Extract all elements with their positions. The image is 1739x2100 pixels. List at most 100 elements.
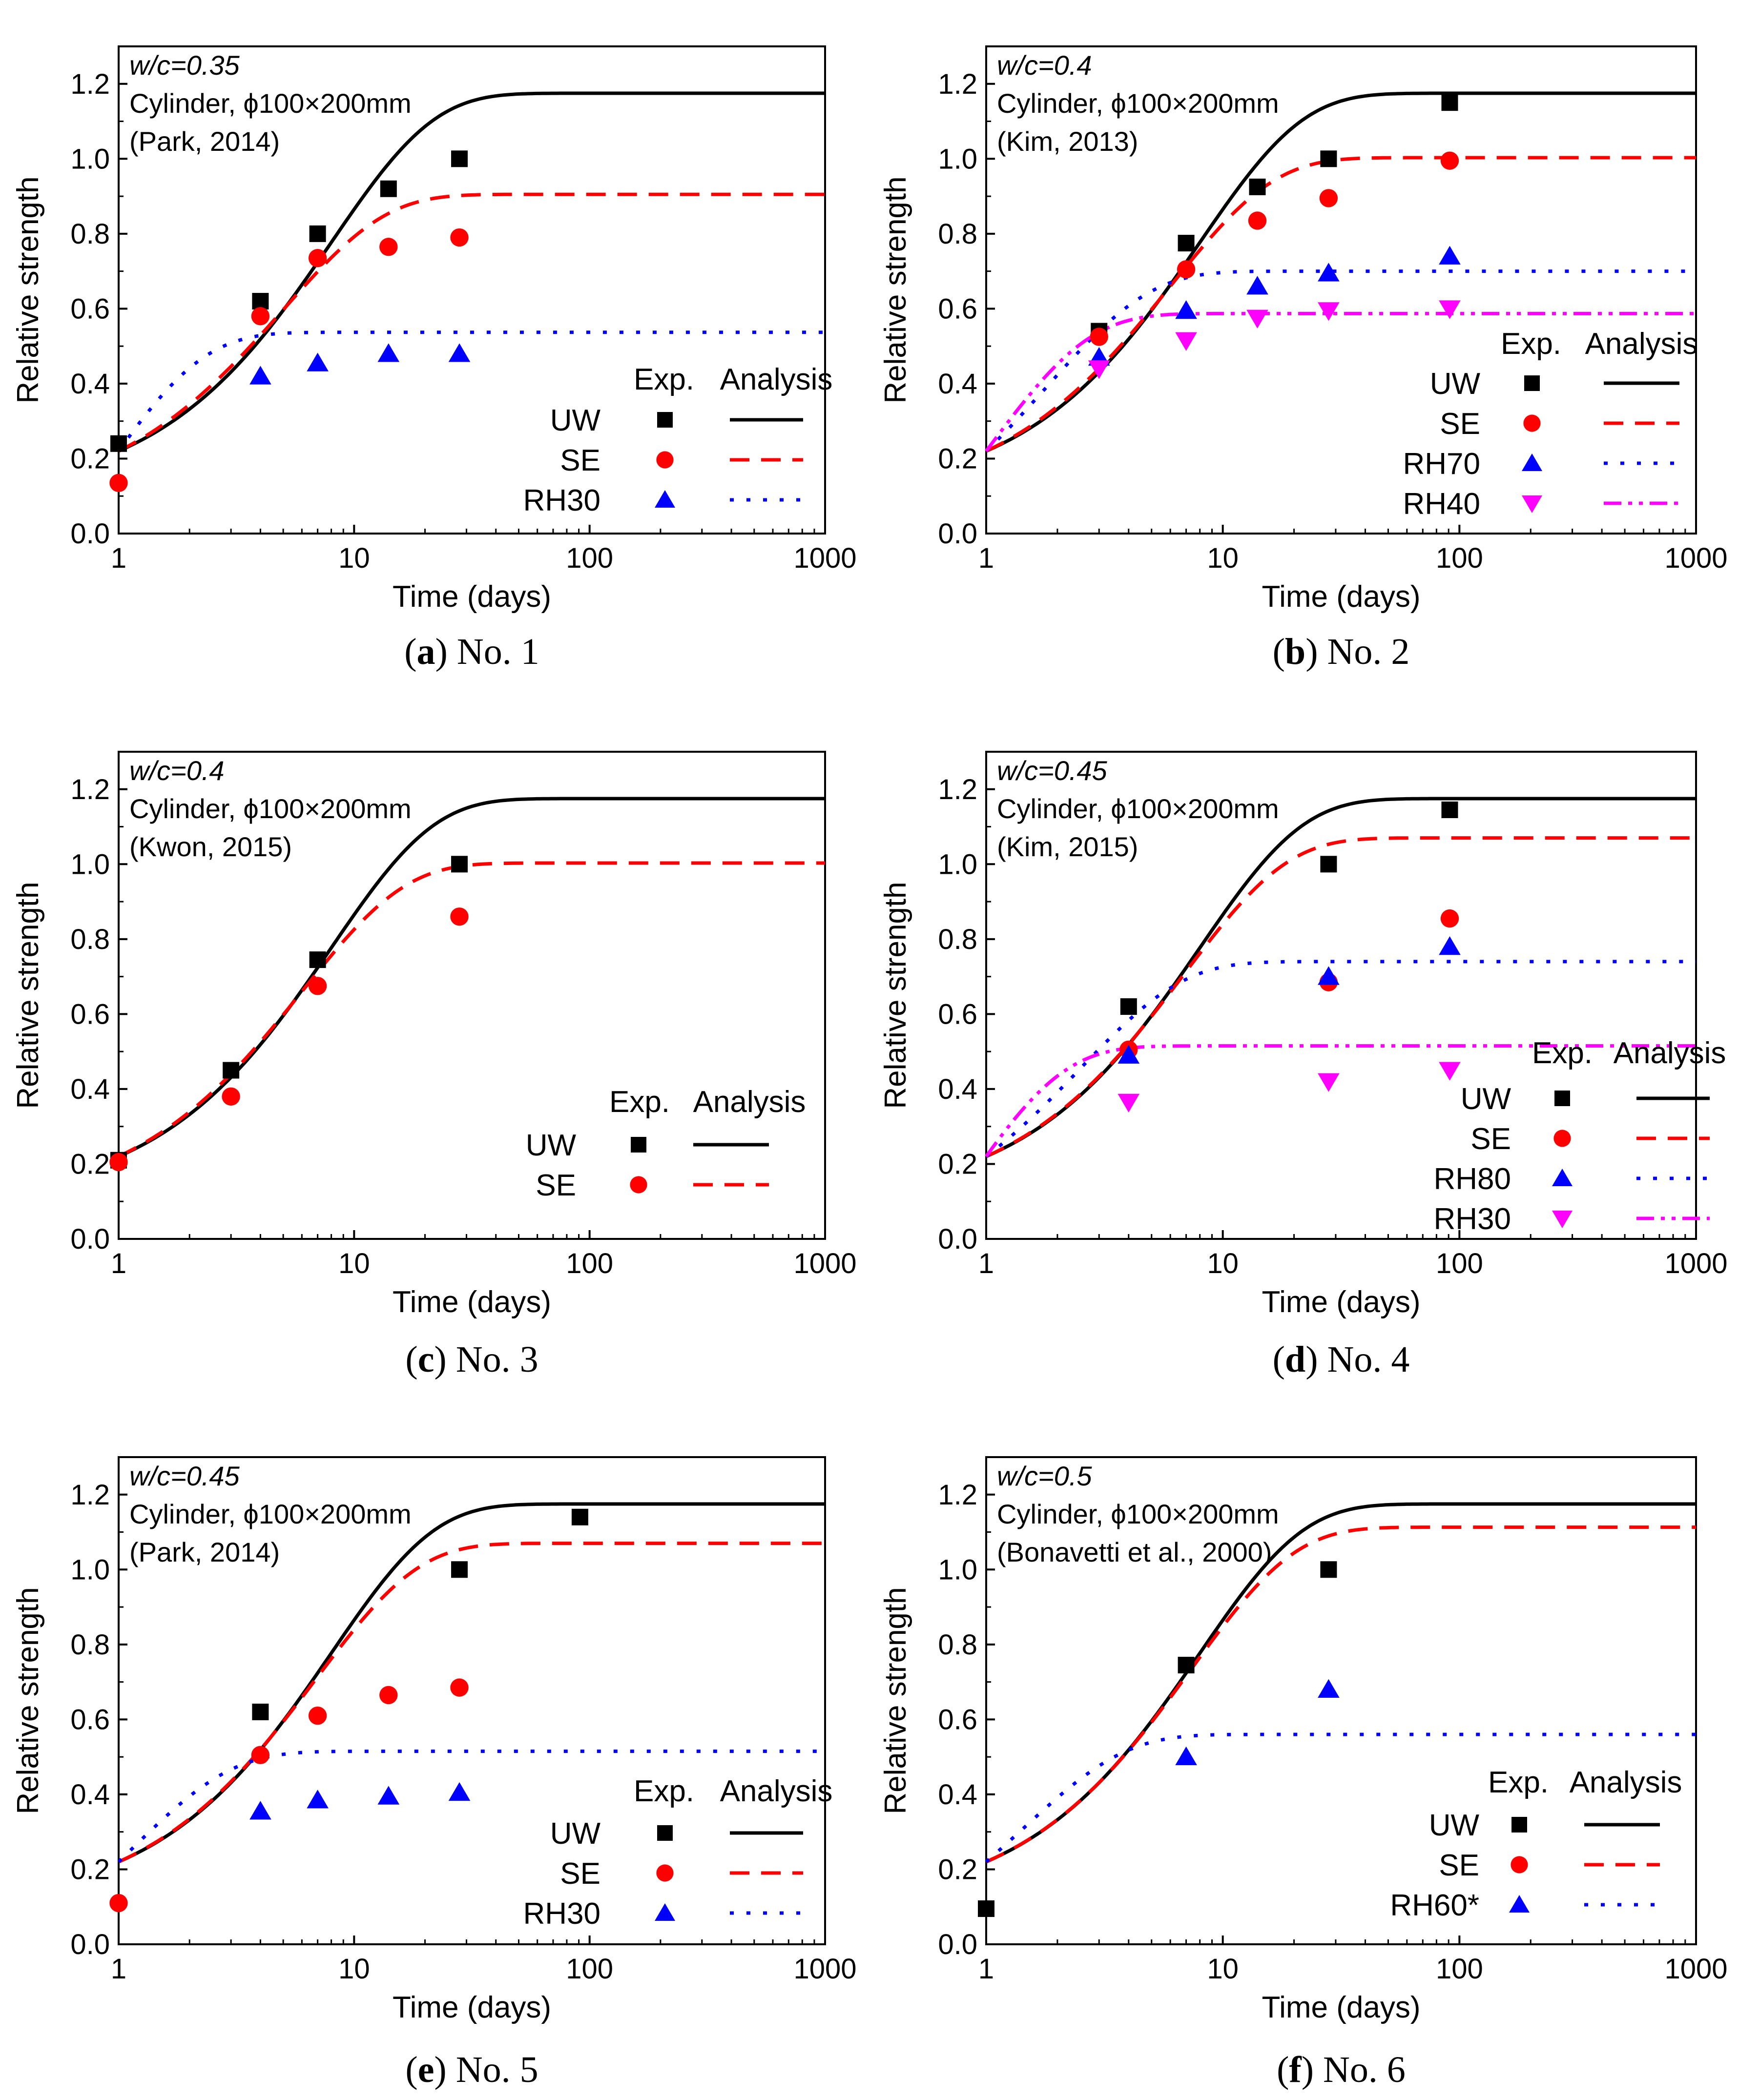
data-point-se [450, 1678, 469, 1697]
x-tick-label: 1000 [1664, 1953, 1727, 1985]
y-tick-label: 1.2 [938, 68, 977, 100]
data-point-se [1090, 328, 1108, 346]
y-tick-label: 0.8 [938, 1629, 977, 1661]
caption-letter: c [418, 1339, 435, 1380]
x-tick-label: 100 [1436, 1248, 1483, 1279]
note-line-3: (Park, 2014) [129, 1537, 280, 1567]
caption-label: No. 1 [457, 631, 539, 672]
note-line-2: Cylinder, ϕ100×200mm [129, 1499, 412, 1529]
note-line-3: (Bonavetti et al., 2000) [997, 1537, 1272, 1567]
legend-header-analysis: Analysis [720, 1774, 833, 1808]
legend-marker [657, 1825, 673, 1841]
data-point-uw [309, 225, 326, 242]
y-axis-label: Relative strength [879, 176, 912, 403]
note-line-1: w/c=0.4 [129, 755, 225, 786]
caption-letter: d [1285, 1339, 1305, 1380]
legend-header-analysis: Analysis [1585, 327, 1698, 361]
data-point-rh60 [1175, 1746, 1197, 1766]
y-tick-label: 1.0 [938, 143, 977, 175]
data-point-uw [1249, 178, 1266, 195]
chart-panel-f: 0.0 0.2 0.4 0.6 0.8 1.0 1.2 1 10 100 1000 Time (day… [879, 1456, 1728, 2090]
data-point-rh30 [307, 352, 329, 371]
y-tick-label: 1.0 [70, 848, 110, 880]
data-point-se [1177, 260, 1196, 279]
legend-header-exp: Exp. [634, 1774, 694, 1808]
note-line-1: w/c=0.35 [129, 50, 240, 81]
x-tick-label: 10 [1207, 542, 1239, 574]
panel-caption: (a) No. 1 [404, 631, 539, 672]
x-tick-label: 1 [978, 1248, 994, 1279]
x-tick-label: 100 [566, 542, 613, 574]
y-tick-label: 0.6 [938, 293, 977, 325]
panel-caption: (e) No. 5 [405, 2049, 538, 2090]
legend-marker [655, 490, 675, 508]
y-tick-label: 0.2 [70, 1148, 110, 1180]
note-line-3: (Kim, 2013) [997, 126, 1138, 157]
y-tick-label: 0.8 [70, 218, 110, 250]
data-point-uw [1120, 998, 1137, 1015]
x-tick-label: 100 [1436, 542, 1483, 574]
y-tick-label: 0.6 [70, 1704, 110, 1735]
legend-marker [1511, 1817, 1527, 1832]
data-point-se [251, 307, 270, 326]
analysis-curve-se [985, 1525, 1696, 1864]
legend-marker [1524, 375, 1540, 391]
x-tick-label: 100 [566, 1248, 613, 1279]
plot-frame [118, 45, 826, 535]
y-tick-label: 0.2 [938, 1853, 977, 1885]
plot-frame [985, 751, 1697, 1240]
note-line-1: w/c=0.5 [997, 1461, 1092, 1491]
legend-label: UW [550, 1817, 601, 1851]
data-point-rh30 [448, 1782, 471, 1801]
data-point-rh30 [377, 343, 400, 362]
y-tick-label: 1.2 [938, 1479, 977, 1511]
legend-label: SE [1440, 407, 1480, 441]
data-point-se [109, 1894, 128, 1913]
caption-open-paren: ( [404, 631, 416, 672]
legend-label: RH60* [1390, 1889, 1479, 1922]
y-tick-label: 0.4 [70, 368, 110, 400]
note-line-2: Cylinder, ϕ100×200mm [129, 793, 412, 824]
y-tick-label: 0.0 [70, 1223, 110, 1255]
legend-label: SE [1439, 1849, 1479, 1882]
analysis-curve-uw [118, 1502, 825, 1864]
y-tick-label: 0.2 [70, 443, 110, 474]
data-point-uw [1441, 801, 1458, 818]
note-line-1: w/c=0.4 [997, 50, 1092, 81]
data-point-rh30 [307, 1790, 329, 1809]
y-tick-label: 0.4 [70, 1073, 110, 1105]
x-tick-label: 1 [111, 542, 126, 574]
caption-letter: a [417, 631, 435, 672]
y-tick-label: 1.2 [938, 774, 977, 805]
analysis-curve-rh40 [985, 311, 1696, 453]
data-point-rh40 [1088, 360, 1110, 379]
legend-label: SE [536, 1169, 576, 1202]
legend-header-analysis: Analysis [1614, 1036, 1726, 1070]
legend-marker [655, 1903, 675, 1921]
analysis-curve-se [985, 836, 1696, 1158]
caption-close-paren: ) [1305, 1339, 1327, 1380]
panel-caption: (f) No. 6 [1277, 2049, 1406, 2090]
legend-label: RH30 [523, 1897, 600, 1931]
data-point-rh30 [249, 1801, 271, 1820]
data-point-se [450, 228, 469, 247]
data-point-uw [1178, 235, 1195, 252]
legend-marker [1522, 453, 1542, 471]
x-tick-label: 1000 [793, 542, 856, 574]
y-tick-label: 0.4 [70, 1779, 110, 1811]
x-axis-label: Time (days) [1262, 1285, 1421, 1319]
legend-header-exp: Exp. [609, 1085, 670, 1119]
chart-panel-e: 0.0 0.2 0.4 0.6 0.8 1.0 1.2 1 10 100 1000 Time (day… [11, 1456, 857, 2090]
y-tick-label: 0.0 [70, 1929, 110, 1960]
legend-marker [657, 412, 673, 428]
note-line-1: w/c=0.45 [997, 755, 1108, 786]
analysis-curve-uw [985, 797, 1696, 1158]
legend-header-analysis: Analysis [720, 363, 833, 396]
y-axis-label: Relative strength [11, 176, 45, 403]
data-point-rh30 [377, 1786, 400, 1805]
data-point-rh40 [1318, 302, 1340, 321]
data-point-se [379, 1686, 398, 1705]
x-tick-label: 10 [338, 1953, 370, 1985]
y-tick-label: 0.8 [70, 1629, 110, 1661]
y-tick-label: 0.6 [70, 998, 110, 1030]
